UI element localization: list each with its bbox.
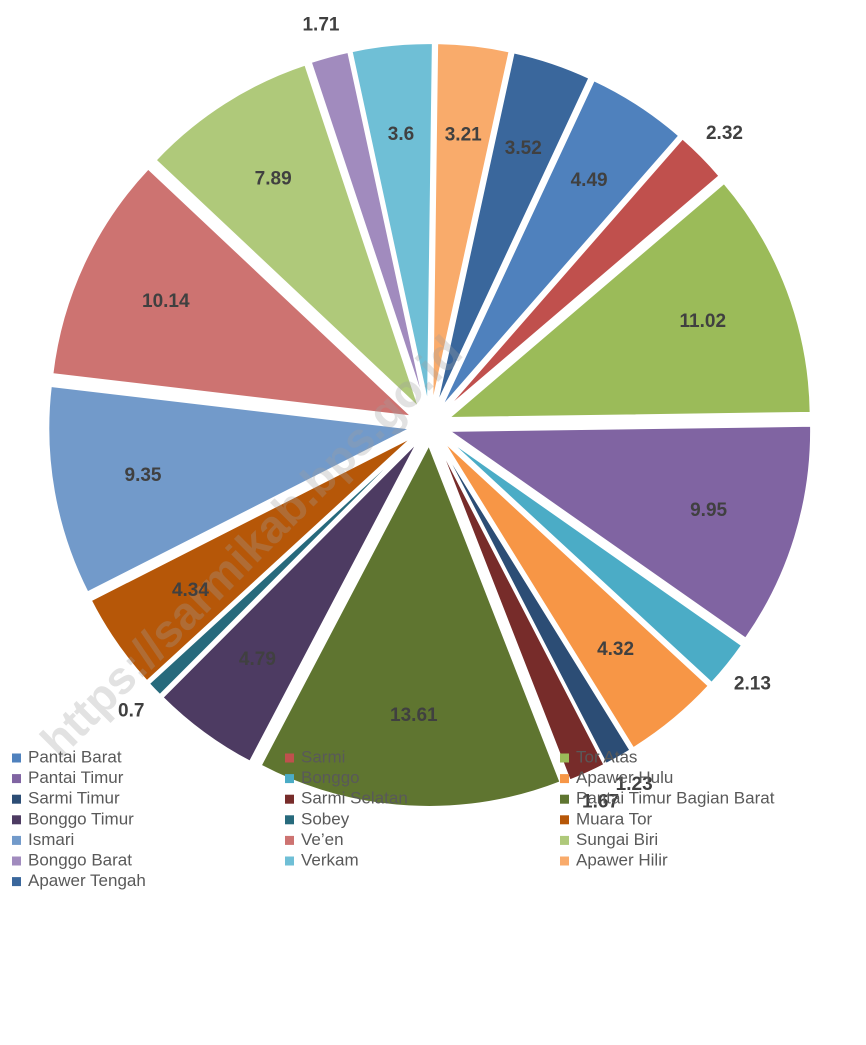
slice xyxy=(47,384,414,594)
legend-swatch xyxy=(12,774,21,784)
legend-label: Sarmi xyxy=(301,747,345,766)
slice xyxy=(446,424,813,641)
slice xyxy=(89,435,415,683)
legend-label: Sungai Biri xyxy=(576,830,658,849)
data-label: 3.6 xyxy=(388,124,414,145)
slice xyxy=(445,181,812,419)
slice xyxy=(309,50,426,407)
legend-swatch xyxy=(285,856,294,866)
data-label: 9.95 xyxy=(690,500,727,521)
legend-swatch xyxy=(285,794,294,804)
slice xyxy=(443,137,721,412)
legend-swatch xyxy=(12,877,21,887)
legend-swatch xyxy=(12,753,21,763)
slice xyxy=(438,441,632,766)
slice xyxy=(147,438,417,697)
slice xyxy=(154,63,421,409)
legend-swatch xyxy=(560,753,569,763)
slice xyxy=(437,442,606,782)
legend-swatch xyxy=(285,774,294,784)
legend-swatch xyxy=(560,856,569,866)
data-label: 10.14 xyxy=(142,291,190,312)
legend-label: Apawer Hulu xyxy=(576,768,673,787)
legend-swatch xyxy=(285,815,294,825)
data-label: 2.13 xyxy=(734,674,771,695)
legend-label: Ve’en xyxy=(301,830,344,849)
slice xyxy=(51,167,415,418)
legend-label: Bonggo Barat xyxy=(28,850,132,869)
slice xyxy=(441,439,711,750)
legend-label: Pantai Timur Bagian Barat xyxy=(576,789,775,808)
data-label: 1.71 xyxy=(302,15,339,36)
slice xyxy=(431,42,511,406)
legend-swatch xyxy=(12,794,21,804)
data-label: 2.32 xyxy=(706,123,743,144)
legend-swatch xyxy=(560,815,569,825)
data-label: 4.34 xyxy=(172,580,209,601)
legend-label: Bonggo Timur xyxy=(28,809,134,828)
legend-label: Pantai Barat xyxy=(28,747,122,766)
slice xyxy=(444,436,744,685)
legend-swatch xyxy=(285,835,294,845)
legend-swatch xyxy=(12,856,21,866)
legend-swatch xyxy=(560,835,569,845)
slice xyxy=(435,51,591,407)
legend-swatch xyxy=(560,794,569,804)
data-label: 1.67 xyxy=(582,791,619,812)
slice xyxy=(350,42,434,406)
data-label: 3.21 xyxy=(445,124,482,145)
data-label: 3.52 xyxy=(505,138,542,159)
data-label: 11.02 xyxy=(680,311,727,332)
slice xyxy=(161,440,420,764)
legend-label: Tor Atas xyxy=(576,747,637,766)
legend-swatch xyxy=(12,835,21,845)
legend-label: Bonggo xyxy=(301,768,360,787)
pie xyxy=(47,42,813,808)
data-label: 0.7 xyxy=(118,701,144,722)
slice xyxy=(440,78,681,409)
data-label: 4.49 xyxy=(571,170,608,191)
legend-swatch xyxy=(285,753,294,763)
legend-label: Ismari xyxy=(28,830,74,849)
legend-label: Muara Tor xyxy=(576,809,653,828)
legend-label: Sarmi Selatan xyxy=(301,789,408,808)
data-label: 1.23 xyxy=(616,774,653,795)
legend-label: Verkam xyxy=(301,850,359,869)
data-label: 4.79 xyxy=(239,649,276,670)
legend-label: Sobey xyxy=(301,809,350,828)
legend-label: Sarmi Timur xyxy=(28,789,120,808)
legend-label: Pantai Timur xyxy=(28,768,124,787)
data-label: 7.89 xyxy=(255,168,292,189)
legend-label: Apawer Hilir xyxy=(576,850,668,869)
legend-swatch xyxy=(12,815,21,825)
data-label: 9.35 xyxy=(125,465,162,486)
legend-label: Apawer Tengah xyxy=(28,871,146,890)
data-label: 4.32 xyxy=(597,639,634,660)
legend-swatch xyxy=(560,774,569,784)
data-label: 13.61 xyxy=(390,705,438,726)
